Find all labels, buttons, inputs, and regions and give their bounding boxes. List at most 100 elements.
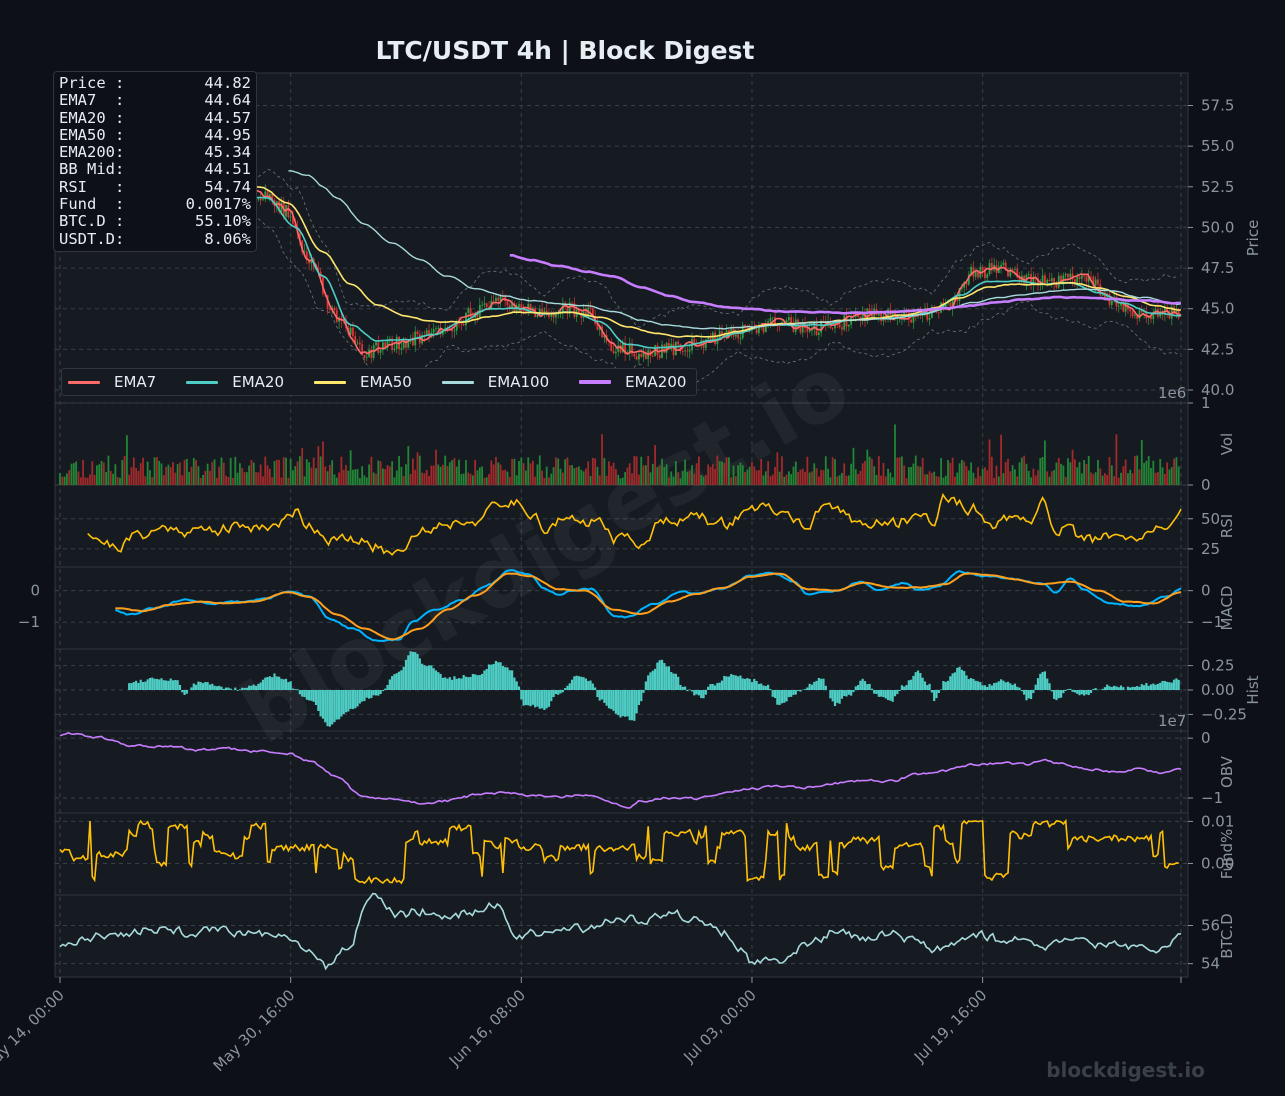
volume-bar (395, 470, 398, 485)
candle-body (361, 344, 364, 355)
volume-bar (273, 461, 276, 485)
volume-bar (965, 466, 968, 485)
hist-bar (790, 690, 793, 697)
info-label: EMA200: (59, 143, 125, 162)
legend-swatch (579, 380, 612, 384)
volume-bar (204, 470, 207, 485)
candle-body (354, 336, 357, 343)
candle-body (294, 223, 297, 228)
candle-body (1124, 304, 1127, 312)
volume-bar (119, 477, 121, 485)
volume-bar (485, 477, 488, 485)
hist-bar (453, 676, 456, 690)
candle-body (520, 304, 523, 310)
volume-bar (1129, 469, 1132, 485)
legend-swatch (441, 380, 474, 384)
hist-bar (628, 690, 631, 721)
volume-bar (884, 476, 887, 485)
volume-bar (462, 473, 465, 485)
volume-bar (239, 463, 241, 485)
volume-bar (1154, 472, 1157, 485)
hist-bar (386, 684, 389, 690)
volume-bar (531, 460, 534, 485)
hist-bar (351, 690, 355, 710)
hist-bar (640, 690, 643, 702)
volume-bar (548, 477, 550, 485)
legend-item: EMA20 (186, 373, 284, 391)
candle-body (589, 307, 592, 309)
candle-body (790, 317, 793, 323)
hist-bar (192, 683, 195, 690)
volume-bar (347, 470, 350, 485)
hist-bar (462, 675, 465, 690)
volume-bar (352, 469, 354, 485)
candle-body (1120, 303, 1122, 306)
hist-bar (411, 651, 415, 690)
hist-bar (174, 680, 177, 690)
hist-bar (1016, 686, 1019, 690)
candle-body (469, 308, 472, 318)
hist-bar (1154, 684, 1157, 690)
volume-bar (573, 468, 576, 485)
hist-bar (268, 676, 271, 690)
volume-bar (1034, 475, 1037, 485)
hist-bar (1089, 690, 1093, 693)
candle-body (734, 334, 737, 337)
volume-bar (981, 468, 984, 485)
hist-bar (241, 687, 244, 690)
hist-bar (854, 686, 857, 690)
volume-bar (670, 471, 673, 485)
hist-bar (573, 676, 576, 690)
hist-bar (748, 678, 751, 690)
volume-bar (1110, 465, 1113, 485)
volume-bar (700, 474, 703, 485)
volume-bar (116, 476, 119, 485)
volume-bar (1173, 458, 1175, 485)
hist-bar (218, 685, 221, 690)
hist-bar (1069, 688, 1072, 690)
candle-body (1080, 275, 1083, 279)
volume-bar (86, 477, 89, 485)
volume-bar (236, 472, 239, 485)
volume-bar (432, 465, 435, 485)
hist-bar (958, 666, 961, 690)
volume-bar (578, 466, 580, 485)
candle-body (928, 317, 931, 320)
hist-bar (697, 690, 701, 696)
volume-bar (441, 464, 444, 485)
hist-bar (206, 682, 209, 690)
volume-bar (333, 474, 336, 485)
hist-bar (868, 683, 871, 690)
hist-bar (866, 684, 869, 690)
volume-bar (1025, 463, 1028, 485)
hist-bar (238, 689, 242, 690)
hist-bar (760, 683, 763, 690)
candle-body (787, 317, 790, 321)
candle-body (944, 303, 947, 308)
hist-bar (1011, 684, 1014, 690)
hist-bar (889, 690, 892, 701)
hist-bar (289, 681, 292, 690)
candle-body (550, 313, 553, 317)
hist-bar (995, 682, 998, 690)
volume-bar (663, 466, 666, 485)
hist-bar (833, 690, 837, 707)
hist-bar (566, 685, 569, 690)
candle-body (1044, 275, 1046, 284)
volume-bar (914, 455, 917, 485)
volume-bar (845, 475, 848, 485)
hist-bar (845, 690, 848, 697)
hist-bar (584, 678, 588, 690)
panel-macd (54, 566, 1189, 650)
axis-offset-label-volume: 1e6 (1158, 384, 1186, 402)
hist-bar (720, 680, 724, 690)
hist-bar (469, 676, 472, 690)
hist-bar (1142, 685, 1146, 690)
hist-bar (635, 690, 638, 714)
volume-bar (250, 459, 253, 485)
volume-bar (610, 466, 613, 485)
volume-bar (368, 464, 370, 485)
volume-bar (907, 467, 910, 485)
hist-bar (471, 673, 474, 690)
volume-bar (418, 455, 421, 485)
